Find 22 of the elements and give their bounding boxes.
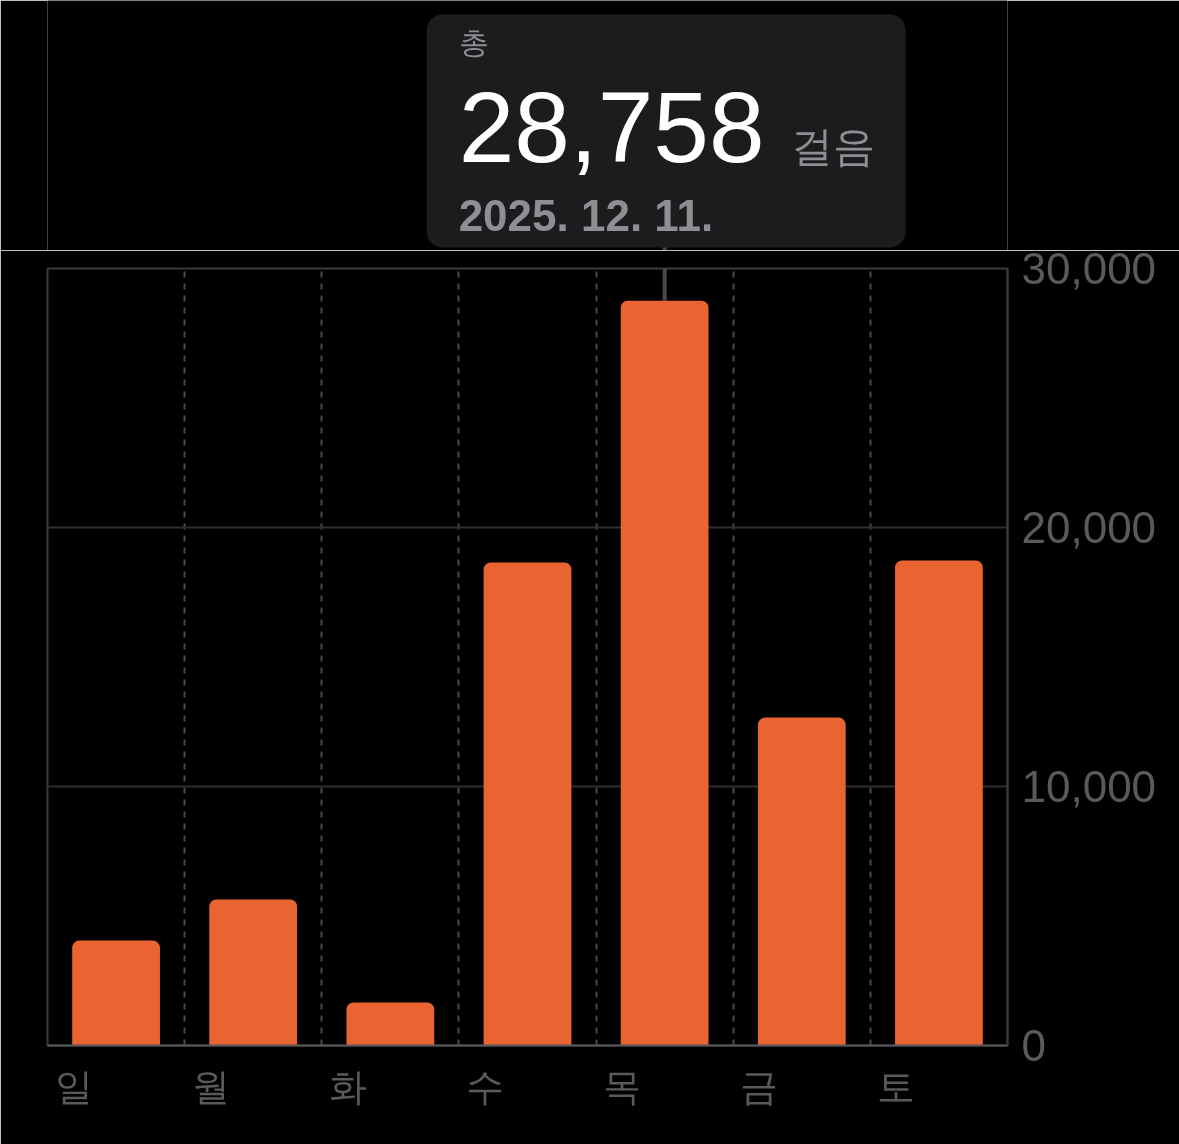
- y-tick-label: 20,000: [1021, 503, 1157, 552]
- bar: [757, 717, 846, 1046]
- annotation: 28,758: [458, 71, 765, 183]
- x-tick-label: 목: [603, 1065, 642, 1108]
- x-tick-label: 금: [740, 1065, 779, 1108]
- bar: [209, 899, 298, 1046]
- bar: [72, 940, 160, 1046]
- bar: [483, 562, 572, 1046]
- x-tick-label: 화: [328, 1065, 367, 1108]
- text: 총: [458, 26, 489, 59]
- y-tick-label: 10,000: [1021, 762, 1157, 811]
- y-tick-label: 30,000: [1021, 244, 1157, 293]
- bar: [895, 560, 983, 1046]
- x-tick-label: 월: [191, 1065, 230, 1108]
- bar: [620, 300, 709, 1046]
- x-tick-label: 일: [54, 1065, 93, 1108]
- x-tick-label: 수: [465, 1065, 504, 1108]
- annotation: 2025. 12. 11.: [458, 191, 714, 240]
- text: 걸음: [790, 123, 875, 170]
- y-tick-label: 0: [1021, 1021, 1046, 1070]
- x-tick-label: 토: [877, 1065, 916, 1108]
- bar: [346, 1002, 435, 1046]
